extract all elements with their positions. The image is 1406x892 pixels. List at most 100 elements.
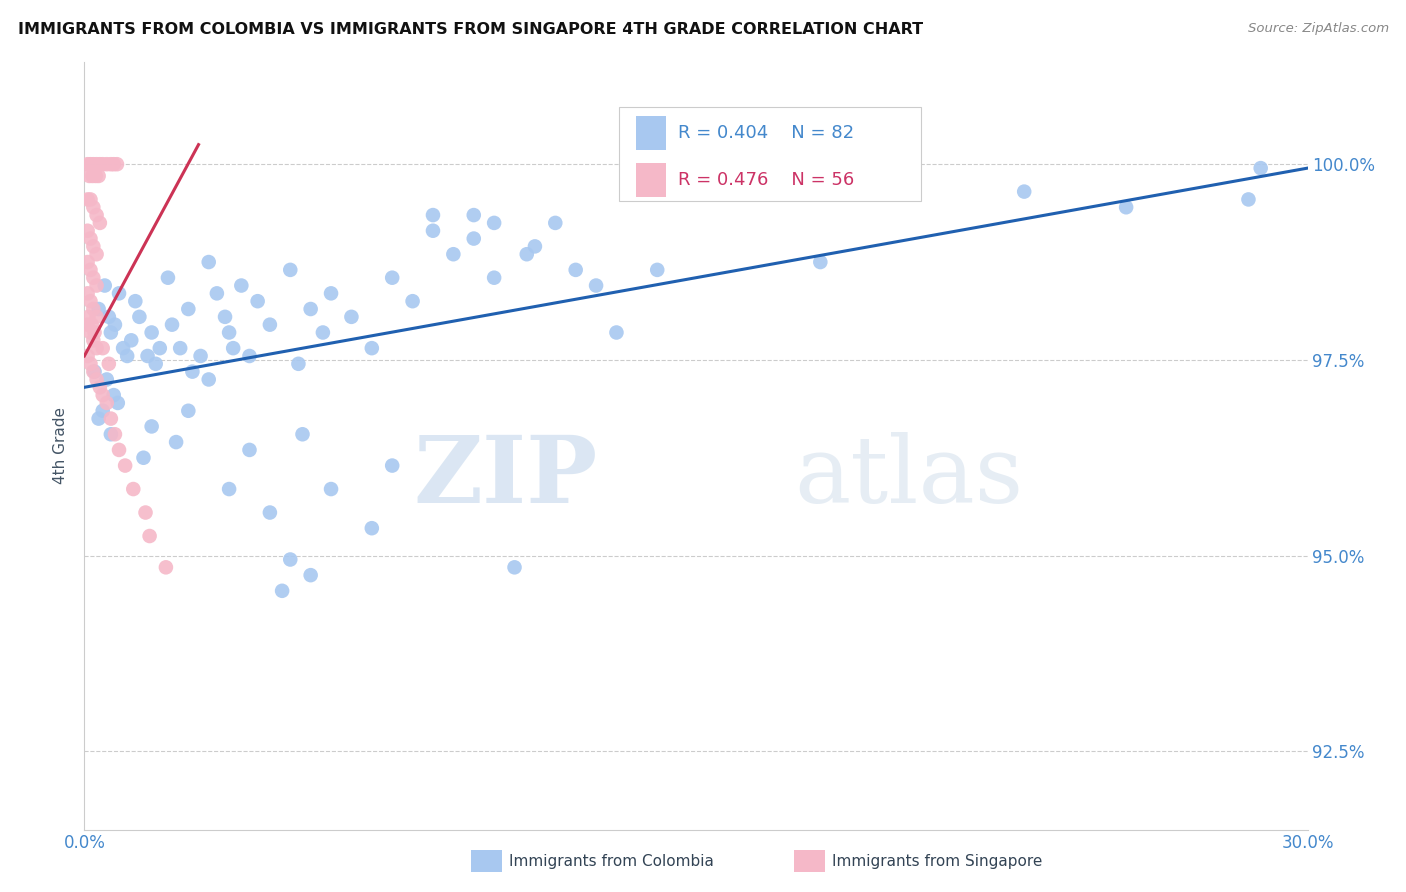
Point [218, 326, 240, 340]
Point [77, 310, 100, 324]
Point [86, 247, 108, 261]
Point [1115, 200, 1137, 214]
Point [91, 388, 114, 402]
Point [87, 301, 110, 316]
Point [79, 157, 101, 171]
Point [214, 310, 236, 324]
Point [86, 310, 108, 324]
Point [360, 341, 382, 355]
Point [86, 341, 108, 355]
Point [83, 365, 105, 379]
Point [97, 310, 120, 324]
Point [82, 239, 104, 253]
Point [231, 278, 253, 293]
Point [82, 301, 104, 316]
Point [197, 372, 219, 386]
Point [91, 157, 114, 171]
Point [76, 286, 98, 301]
Point [645, 263, 668, 277]
Point [76, 157, 98, 171]
Point [149, 341, 172, 355]
Text: Source: ZipAtlas.com: Source: ZipAtlas.com [1249, 22, 1389, 36]
Point [259, 506, 281, 520]
Point [76, 318, 98, 332]
Point [79, 231, 101, 245]
Point [100, 157, 122, 171]
Point [205, 286, 228, 301]
Point [79, 263, 101, 277]
Point [96, 396, 118, 410]
Point [91, 404, 114, 418]
Point [86, 372, 108, 386]
Point [441, 247, 464, 261]
Point [1237, 193, 1260, 207]
Text: R = 0.476    N = 56: R = 0.476 N = 56 [678, 171, 853, 189]
Text: R = 0.404    N = 82: R = 0.404 N = 82 [678, 124, 853, 142]
Point [96, 157, 118, 171]
Point [122, 482, 145, 496]
Point [87, 169, 110, 183]
Point [104, 427, 127, 442]
Point [108, 442, 131, 457]
Text: ZIP: ZIP [413, 432, 598, 522]
Point [381, 458, 404, 473]
Point [278, 552, 301, 566]
Point [523, 239, 546, 253]
Y-axis label: 4th Grade: 4th Grade [53, 408, 69, 484]
Point [79, 193, 101, 207]
Point [82, 334, 104, 348]
Point [84, 169, 107, 183]
Point [80, 318, 103, 332]
Point [76, 349, 98, 363]
Point [160, 318, 183, 332]
Point [271, 583, 294, 598]
Point [340, 310, 363, 324]
Point [401, 294, 423, 309]
Point [107, 396, 129, 410]
Point [79, 357, 101, 371]
Point [381, 270, 404, 285]
Point [463, 208, 485, 222]
Point [79, 294, 101, 309]
Point [93, 278, 115, 293]
Point [89, 157, 111, 171]
Point [278, 263, 301, 277]
Point [259, 318, 281, 332]
Point [156, 270, 179, 285]
Point [222, 341, 245, 355]
Point [89, 380, 111, 394]
Text: Immigrants from Singapore: Immigrants from Singapore [832, 854, 1043, 869]
Point [544, 216, 567, 230]
Point [564, 263, 586, 277]
Point [77, 169, 100, 183]
Point [482, 216, 505, 230]
Point [238, 349, 260, 363]
Point [114, 458, 136, 473]
Point [79, 326, 101, 340]
Point [124, 294, 146, 309]
Point [422, 208, 444, 222]
Point [482, 270, 505, 285]
Point [96, 372, 118, 386]
Point [605, 326, 627, 340]
Point [299, 568, 322, 582]
Point [86, 157, 108, 171]
Point [1012, 185, 1035, 199]
Point [86, 278, 108, 293]
Point [83, 326, 105, 340]
Text: Immigrants from Colombia: Immigrants from Colombia [509, 854, 714, 869]
Point [190, 349, 212, 363]
Point [76, 255, 98, 269]
Point [82, 365, 104, 379]
Point [238, 442, 260, 457]
Point [246, 294, 269, 309]
Point [103, 388, 125, 402]
Point [503, 560, 526, 574]
Point [218, 482, 240, 496]
Point [86, 208, 108, 222]
Point [291, 427, 314, 442]
Point [82, 169, 104, 183]
Point [82, 157, 104, 171]
Point [76, 224, 98, 238]
Point [181, 365, 204, 379]
